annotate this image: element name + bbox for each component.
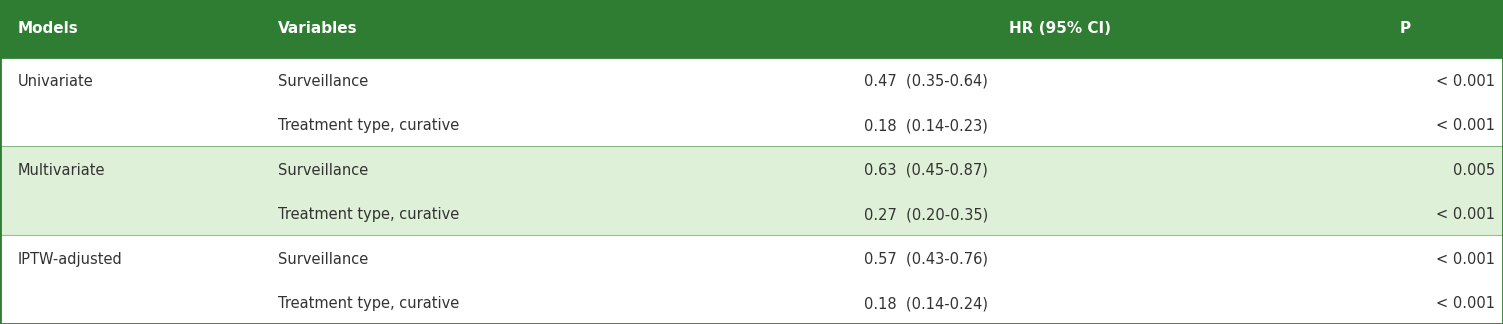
FancyBboxPatch shape: [0, 235, 1503, 324]
Text: 0.63  (0.45-0.87): 0.63 (0.45-0.87): [864, 163, 987, 178]
Text: < 0.001: < 0.001: [1437, 74, 1495, 89]
Text: P: P: [1399, 21, 1411, 36]
Text: 0.27  (0.20-0.35): 0.27 (0.20-0.35): [864, 207, 989, 222]
Text: Treatment type, curative: Treatment type, curative: [278, 296, 460, 311]
FancyBboxPatch shape: [0, 0, 1503, 57]
Text: < 0.001: < 0.001: [1437, 118, 1495, 133]
Text: HR (95% CI): HR (95% CI): [1009, 21, 1111, 36]
Text: Multivariate: Multivariate: [18, 163, 105, 178]
Text: < 0.001: < 0.001: [1437, 296, 1495, 311]
Text: < 0.001: < 0.001: [1437, 207, 1495, 222]
Text: 0.57  (0.43-0.76): 0.57 (0.43-0.76): [864, 252, 989, 267]
Text: 0.005: 0.005: [1453, 163, 1495, 178]
Text: 0.47  (0.35-0.64): 0.47 (0.35-0.64): [864, 74, 987, 89]
Text: < 0.001: < 0.001: [1437, 252, 1495, 267]
Text: Univariate: Univariate: [18, 74, 93, 89]
Text: 0.18  (0.14-0.23): 0.18 (0.14-0.23): [864, 118, 987, 133]
Text: Treatment type, curative: Treatment type, curative: [278, 207, 460, 222]
Text: Surveillance: Surveillance: [278, 163, 368, 178]
FancyBboxPatch shape: [0, 57, 1503, 146]
FancyBboxPatch shape: [0, 146, 1503, 235]
Text: Models: Models: [18, 21, 78, 36]
Text: Treatment type, curative: Treatment type, curative: [278, 118, 460, 133]
Text: Surveillance: Surveillance: [278, 252, 368, 267]
Text: Variables: Variables: [278, 21, 358, 36]
Text: Surveillance: Surveillance: [278, 74, 368, 89]
Text: 0.18  (0.14-0.24): 0.18 (0.14-0.24): [864, 296, 989, 311]
Text: IPTW-adjusted: IPTW-adjusted: [18, 252, 123, 267]
